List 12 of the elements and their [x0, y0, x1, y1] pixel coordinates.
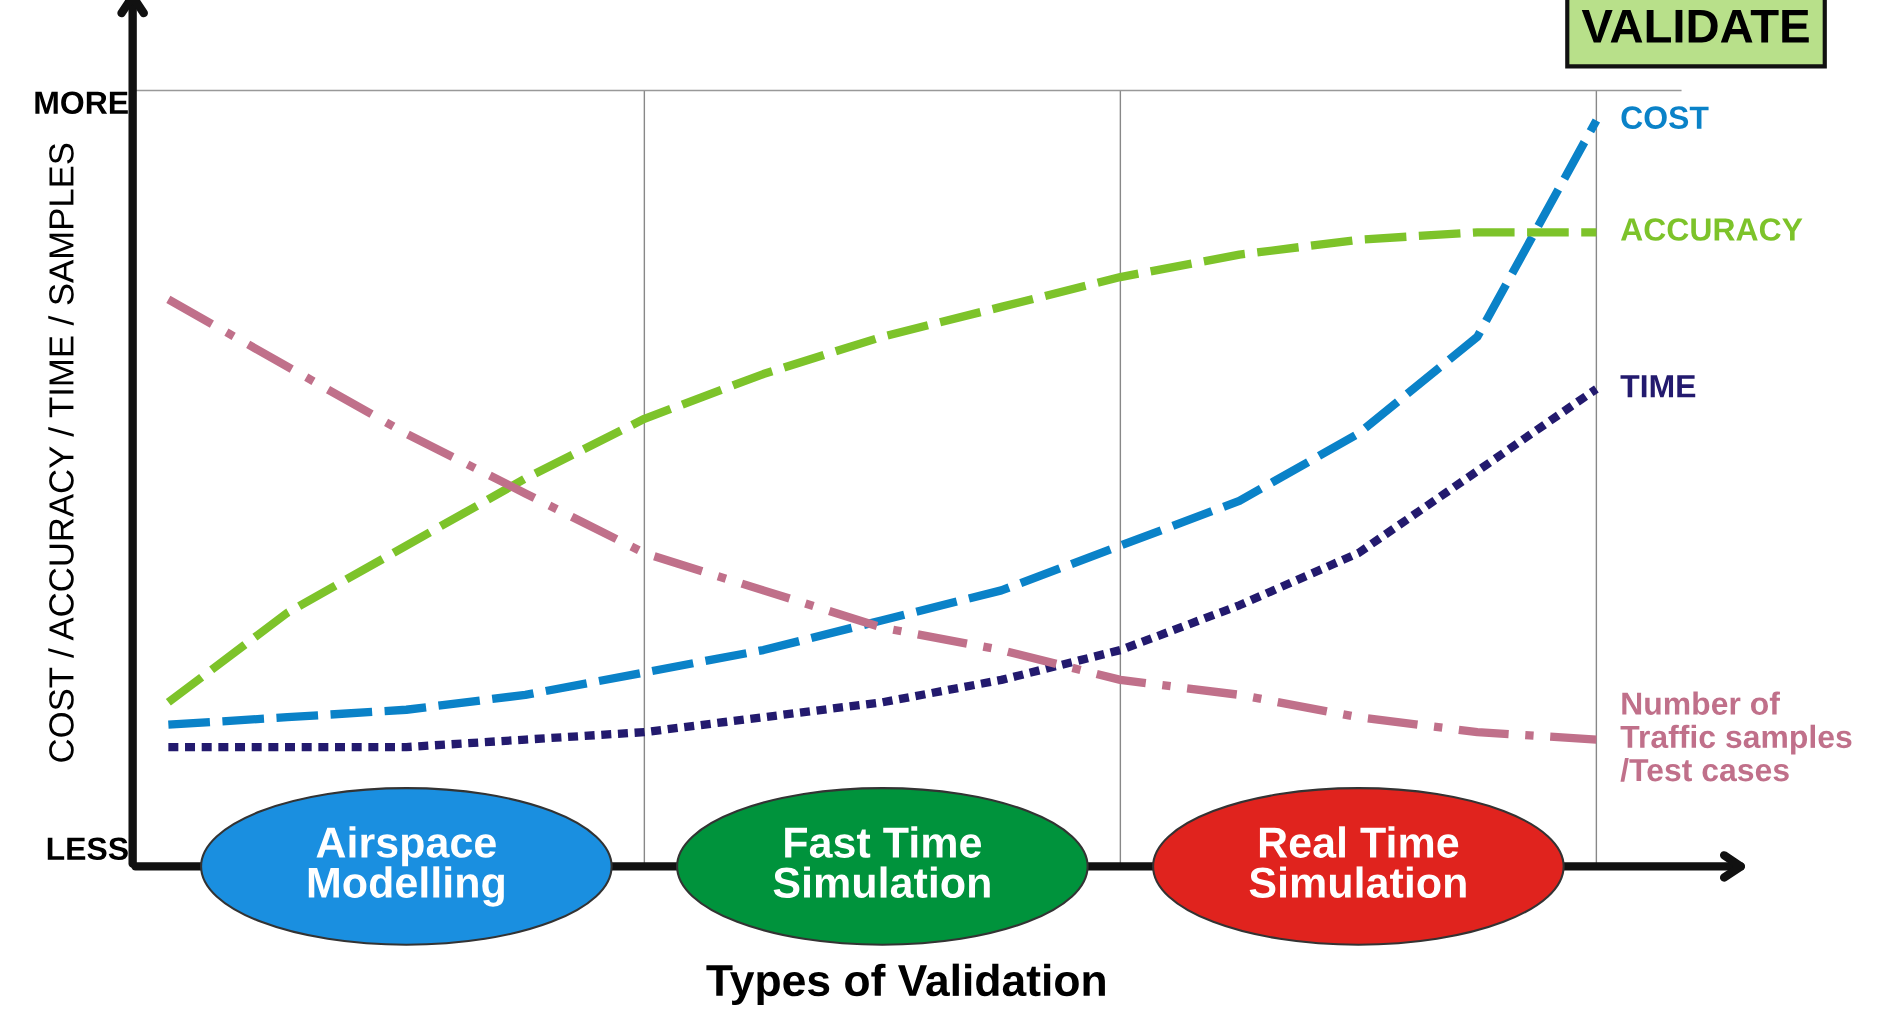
- annotation: LESS: [47, 837, 128, 861]
- x-tick-label: Airspace Modelling: [308, 826, 504, 907]
- series-label: ACCURACY: [1620, 218, 1803, 241]
- series-label: COST: [1621, 106, 1709, 129]
- series-label: Number of Traffic samples /Test cases: [1620, 691, 1852, 782]
- series-label: TIME: [1620, 375, 1696, 398]
- y-axis-title: COST / ACCURACY / TIME / SAMPLES: [48, 143, 74, 762]
- x-tick-label: Fast Time Simulation: [773, 826, 990, 899]
- x-tick-label: Real Time Simulation: [1249, 826, 1466, 899]
- x-axis-title: Types of Validation: [706, 963, 1105, 1006]
- text: MORE: [35, 91, 128, 115]
- text: VALIDATE: [1581, 9, 1809, 43]
